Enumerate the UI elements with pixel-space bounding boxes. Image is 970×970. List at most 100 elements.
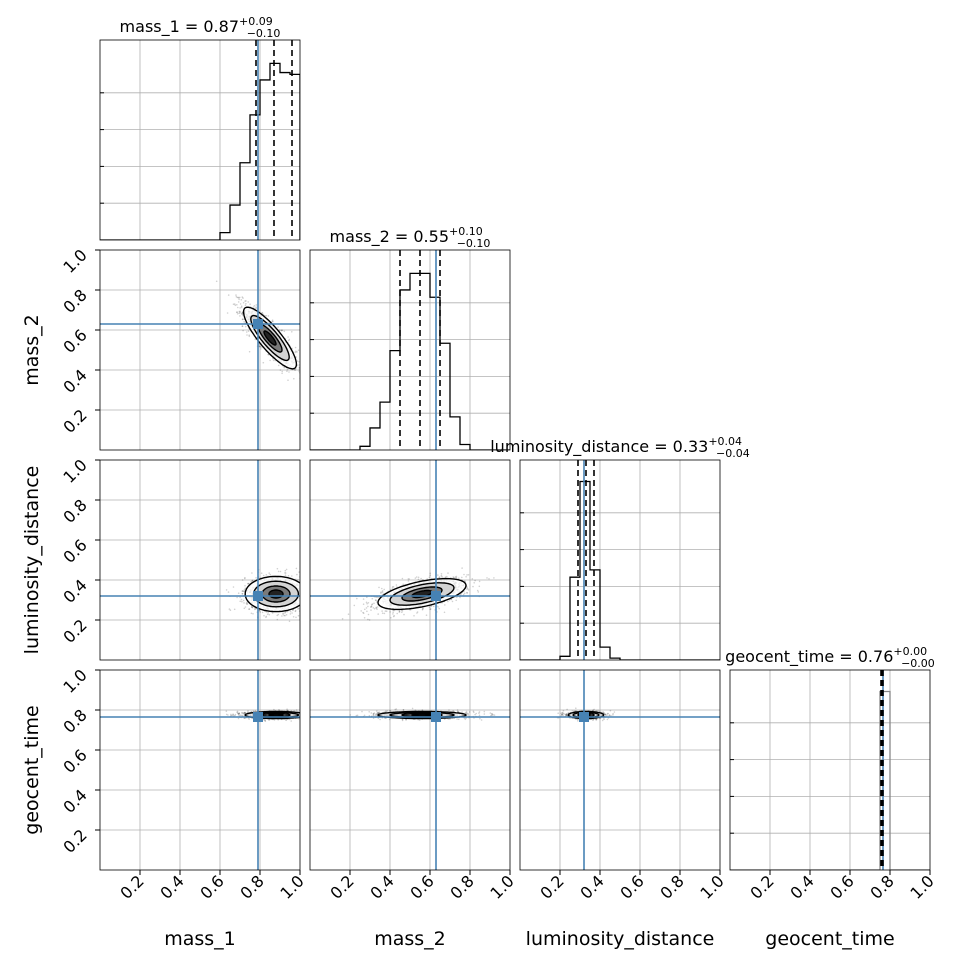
- sample-point: [366, 596, 368, 598]
- sample-point: [478, 585, 481, 588]
- sample-point: [451, 600, 454, 603]
- sample-point: [239, 296, 241, 299]
- sample-point: [296, 573, 298, 576]
- sample-point: [477, 591, 480, 593]
- sample-point: [244, 577, 246, 580]
- sample-point: [248, 582, 250, 585]
- joint-panel-mass_2-luminosity_distance: [309, 459, 511, 661]
- sample-point: [370, 606, 373, 608]
- density-level-3: [264, 331, 276, 345]
- sample-point: [287, 574, 290, 577]
- sample-point: [391, 586, 394, 588]
- sample-point: [250, 581, 252, 583]
- sample-point: [230, 714, 232, 717]
- sample-point: [305, 573, 307, 575]
- sample-point: [303, 713, 305, 715]
- sample-point: [267, 315, 270, 317]
- sample-point: [226, 312, 229, 314]
- sample-point: [304, 604, 306, 606]
- sample-point: [288, 339, 290, 342]
- sample-point: [304, 585, 306, 587]
- sample-point: [300, 361, 302, 363]
- sample-point: [371, 597, 374, 600]
- sample-point: [294, 369, 296, 372]
- sample-point: [398, 611, 401, 613]
- sample-point: [302, 716, 304, 718]
- sample-point: [422, 607, 424, 610]
- sample-point: [279, 570, 282, 573]
- sample-point: [303, 603, 305, 605]
- sample-point: [276, 618, 279, 621]
- sample-point: [242, 599, 245, 602]
- sample-point: [381, 610, 383, 612]
- sample-point: [391, 587, 394, 589]
- sample-point: [248, 350, 251, 353]
- sample-point: [443, 611, 446, 614]
- sample-point: [360, 610, 363, 612]
- sample-point: [380, 592, 382, 594]
- sample-point: [240, 598, 243, 601]
- sample-point: [381, 612, 384, 614]
- sample-point: [425, 614, 428, 616]
- sample-point: [288, 338, 291, 341]
- sample-point: [305, 590, 307, 592]
- sample-point: [251, 606, 254, 609]
- sample-point: [306, 600, 308, 602]
- sample-point: [268, 719, 271, 721]
- sample-point: [305, 585, 307, 587]
- sample-point: [284, 569, 287, 572]
- sample-point: [378, 596, 380, 599]
- sample-point: [301, 715, 303, 717]
- sample-point: [395, 584, 398, 586]
- sample-point: [417, 576, 420, 579]
- sample-point: [367, 618, 369, 621]
- sample-point: [239, 312, 241, 314]
- sample-point: [302, 716, 304, 718]
- sample-point: [450, 598, 453, 601]
- sample-point: [284, 574, 287, 576]
- sample-point: [243, 607, 246, 610]
- sample-point: [244, 304, 247, 307]
- sample-point: [472, 585, 474, 588]
- sample-point: [408, 578, 411, 580]
- sample-point: [303, 609, 305, 611]
- sample-point: [401, 611, 403, 613]
- diag-panel-luminosity_distance: luminosity_distance = 0.33+0.04 −0.04: [490, 435, 750, 661]
- sample-point: [478, 580, 481, 583]
- sample-point: [421, 608, 424, 611]
- sample-point: [294, 346, 297, 349]
- sample-point: [276, 567, 279, 570]
- injection-marker: [253, 591, 263, 601]
- sample-point: [392, 615, 395, 618]
- sample-point: [370, 605, 373, 607]
- sample-point: [295, 567, 298, 570]
- sample-point: [301, 716, 303, 718]
- sample-point: [243, 602, 245, 604]
- sample-point: [438, 576, 440, 579]
- contour-line: [263, 330, 277, 346]
- sample-point: [301, 714, 303, 716]
- sample-point: [237, 296, 240, 299]
- sample-point: [416, 611, 419, 613]
- sample-point: [244, 712, 247, 714]
- sample-point: [302, 369, 304, 371]
- sample-point: [284, 572, 286, 574]
- sample-point: [311, 715, 313, 717]
- sample-point: [265, 616, 267, 619]
- panel-frame: [309, 249, 511, 451]
- sample-point: [238, 310, 241, 313]
- sample-point: [241, 325, 244, 327]
- sample-point: [305, 718, 307, 720]
- sample-point: [297, 614, 300, 617]
- sample-point: [322, 592, 324, 594]
- sample-point: [315, 593, 317, 595]
- sample-point: [366, 610, 368, 613]
- sample-point: [239, 310, 241, 313]
- sample-point: [319, 583, 321, 585]
- sample-point: [236, 313, 239, 315]
- sample-point: [302, 598, 304, 600]
- sample-point: [407, 578, 410, 580]
- sample-point: [374, 599, 377, 601]
- sample-point: [241, 590, 244, 592]
- sample-point: [313, 591, 315, 593]
